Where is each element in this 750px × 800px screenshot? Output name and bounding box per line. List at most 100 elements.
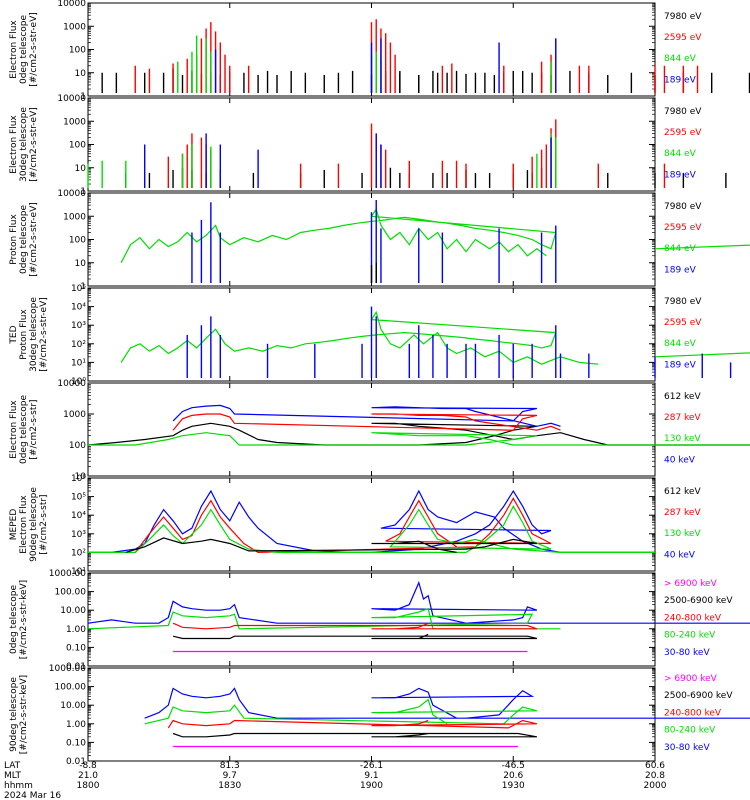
legend-entry: > 6900 keV — [664, 674, 718, 684]
legend-entry: 2500-6900 keV — [664, 596, 733, 606]
panel-7 — [87, 572, 750, 667]
y-tick-label: 100 — [69, 141, 86, 151]
y-axis-label: 0deg telescope — [19, 205, 29, 275]
legend-entry: 189 eV — [664, 170, 697, 180]
x-tick-label: 2000 — [644, 781, 667, 791]
panel-8 — [87, 667, 750, 762]
y-tick-label: 100.00 — [55, 683, 87, 693]
y-tick-label: 10 — [75, 472, 87, 482]
y-tick-label: 10³ — [71, 530, 86, 540]
y-tick-label: 1000 — [63, 410, 86, 420]
y-tick-label: 10000 — [57, 189, 86, 199]
y-tick-label: 1000.00 — [49, 569, 86, 579]
y-tick-label: 100 — [69, 46, 86, 56]
y-tick-label: 10.00 — [60, 606, 86, 616]
panel-frame — [87, 477, 656, 572]
legend-entry: 612 keV — [664, 487, 701, 497]
data-line — [134, 497, 552, 554]
y-axis-label: [#/cm2-s-str] — [29, 399, 39, 459]
legend-entry: 7980 eV — [664, 107, 702, 117]
y-tick-label: 10² — [71, 548, 86, 558]
legend-entry: 844 eV — [664, 54, 697, 64]
y-axis-label: 0deg telescope — [19, 395, 29, 465]
y-tick-label: 10 — [75, 164, 87, 174]
data-line — [120, 207, 557, 264]
legend-entry: 7980 eV — [664, 202, 702, 212]
x-tick-label: 1800 — [77, 781, 100, 791]
y-tick-label: 10 — [75, 69, 87, 79]
legend-entry: 240-800 keV — [664, 613, 722, 623]
data-line — [172, 732, 538, 738]
y-axis-label: [#/cm2-s-str-eV] — [29, 202, 39, 277]
x-tick-label: 20.6 — [503, 771, 523, 781]
legend-entry: 612 keV — [664, 392, 701, 402]
y-axis-label: 90deg telescope — [29, 487, 39, 562]
legend-entry: 40 keV — [664, 550, 696, 560]
y-tick-label: 1000 — [63, 22, 86, 32]
y-axis-label: [#/cm2-s-str-eV] — [39, 297, 49, 372]
y-axis-label: 30deg telescope — [19, 107, 29, 182]
y-tick-label: 0.10 — [66, 738, 86, 748]
y-tick-label: 10¹ — [71, 567, 86, 577]
y-tick-label: 100 — [69, 236, 86, 246]
data-line — [125, 537, 538, 553]
legend-entry: 287 keV — [664, 413, 701, 423]
legend-entry: 2595 eV — [664, 223, 702, 233]
y-axis-label: Electron Flux — [9, 400, 19, 459]
legend-entry: 40 keV — [664, 455, 696, 465]
y-tick-label: 1000 — [63, 212, 86, 222]
y-axis-label: [#/cm2-s-str-eV] — [29, 12, 39, 87]
y-axis-label: Electron Flux — [9, 20, 19, 79]
y-axis-label: TED — [9, 325, 19, 344]
legend-entry: 130 keV — [664, 529, 701, 539]
data-line — [144, 687, 750, 719]
y-tick-label: 10⁴ — [71, 511, 86, 521]
y-tick-label: 10² — [71, 340, 86, 350]
panel-4 — [87, 287, 750, 382]
y-axis-label: MEPED — [9, 509, 19, 541]
y-axis-label: 0deg telescope — [9, 585, 19, 655]
legend-entry: 189 eV — [664, 75, 697, 85]
legend-entry: 7980 eV — [664, 12, 702, 22]
data-line — [172, 633, 538, 640]
data-line — [87, 580, 750, 624]
x-row-label: hhmm — [4, 781, 33, 791]
data-line — [144, 698, 538, 725]
legend-entry: 2595 eV — [664, 33, 702, 43]
x-tick-label: -26.1 — [360, 761, 383, 771]
y-axis-label: [#/cm2-s-str-eV] — [29, 107, 39, 182]
y-axis-label: [#/cm2-s-str-keV] — [19, 675, 29, 754]
data-line — [167, 719, 538, 729]
x-row-label: MLT — [4, 771, 22, 781]
y-tick-label: 10¹ — [71, 358, 86, 368]
legend-entry: 80-240 keV — [664, 631, 716, 641]
y-tick-label: 10⁴ — [71, 303, 86, 313]
legend-entry: 2595 eV — [664, 128, 702, 138]
legend-entry: 2500-6900 keV — [664, 691, 733, 701]
x-tick-label: 1830 — [218, 781, 241, 791]
panel-5 — [87, 382, 750, 477]
x-row-label: LAT — [4, 761, 21, 771]
y-tick-label: 1 — [80, 92, 86, 102]
y-axis-label: [#/cm2-s-str-keV] — [19, 580, 29, 659]
legend-entry: 2595 eV — [664, 318, 702, 328]
y-tick-label: 10 — [75, 259, 87, 269]
y-axis-label: Electron Flux — [19, 495, 29, 554]
legend-entry: 189 eV — [664, 360, 697, 370]
data-line — [88, 489, 655, 553]
y-tick-label: 10.00 — [60, 701, 86, 711]
y-axis-label: Proton Flux — [19, 309, 29, 360]
y-tick-label: 10⁶ — [71, 474, 86, 484]
x-tick-label: 1930 — [502, 781, 525, 791]
legend-entry: 30-80 keV — [664, 648, 710, 658]
data-line — [120, 310, 599, 365]
data-line — [172, 413, 561, 431]
panel-1 — [87, 2, 750, 97]
x-tick-label: -8.8 — [79, 761, 97, 771]
y-tick-label: 100 — [69, 441, 86, 451]
x-tick-label: -46.5 — [502, 761, 525, 771]
data-line — [172, 404, 561, 427]
legend-entry: > 6900 keV — [664, 579, 718, 589]
legend-entry: 240-800 keV — [664, 708, 722, 718]
y-tick-label: 1000.00 — [49, 664, 86, 674]
